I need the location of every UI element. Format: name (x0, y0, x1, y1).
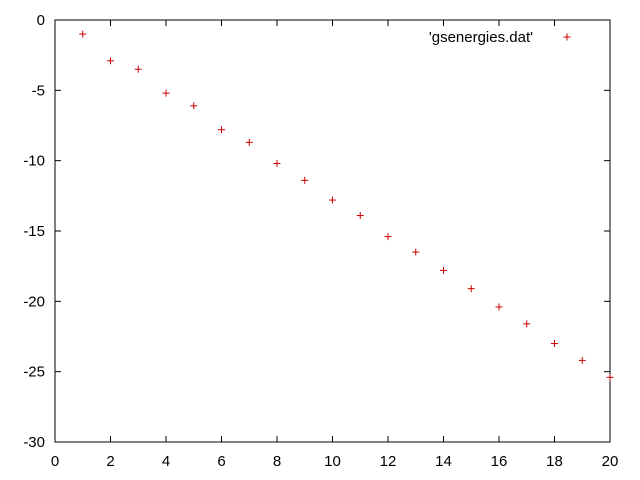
data-point-0-18 (578, 356, 586, 364)
y-tick-label-5: -25 (23, 364, 45, 381)
data-point-0-10 (356, 212, 364, 220)
x-tick-label-6: 12 (380, 453, 397, 470)
data-point-0-17 (551, 340, 558, 348)
legend: 'gsenergies.dat' (429, 29, 571, 46)
axis-ticks (54, 19, 611, 443)
x-tick-label-0: 0 (51, 453, 59, 470)
x-tick-label-7: 14 (435, 453, 452, 470)
data-point-0-3 (162, 89, 170, 97)
x-tick-label-4: 8 (273, 453, 281, 470)
axis-tick-labels: 0 2 4 6 8 10 12 14 16 18 20 0 -5 -10 -15 -20 -25 -30 (23, 12, 618, 470)
plot-frame (54, 19, 611, 443)
y-tick-label-4: -20 (23, 293, 45, 310)
data-point-0-8 (301, 176, 309, 184)
data-points (79, 30, 614, 381)
data-point-0-13 (440, 266, 447, 274)
data-point-0-19 (606, 373, 614, 381)
data-point-0-15 (495, 303, 503, 311)
data-point-0-1 (107, 57, 114, 65)
x-tick-label-8: 16 (491, 453, 508, 470)
y-tick-label-0: 0 (37, 12, 45, 29)
data-point-0-2 (134, 65, 142, 73)
y-tick-label-6: -30 (23, 434, 45, 451)
y-tick-label-1: -5 (32, 82, 45, 99)
data-point-0-11 (384, 233, 392, 241)
x-tick-label-2: 4 (162, 453, 170, 470)
x-tick-label-10: 20 (602, 453, 619, 470)
data-point-0-12 (412, 248, 420, 256)
data-point-0-14 (467, 285, 475, 293)
y-tick-label-2: -10 (23, 153, 45, 170)
data-point-0-5 (218, 126, 225, 134)
legend-label: 'gsenergies.dat' (429, 29, 533, 46)
legend-marker (563, 33, 571, 41)
x-tick-label-3: 6 (217, 453, 225, 470)
x-tick-label-1: 2 (106, 453, 114, 470)
x-tick-label-5: 10 (324, 453, 341, 470)
data-point-0-7 (273, 159, 281, 167)
data-point-0-9 (329, 196, 336, 204)
data-point-0-16 (523, 320, 531, 328)
legend-marker-plus (563, 33, 571, 41)
x-tick-label-9: 18 (546, 453, 563, 470)
y-tick-label-3: -15 (23, 223, 45, 240)
data-point-0-4 (190, 102, 198, 110)
data-point-0-6 (245, 138, 253, 146)
data-point-0-0 (79, 30, 87, 38)
